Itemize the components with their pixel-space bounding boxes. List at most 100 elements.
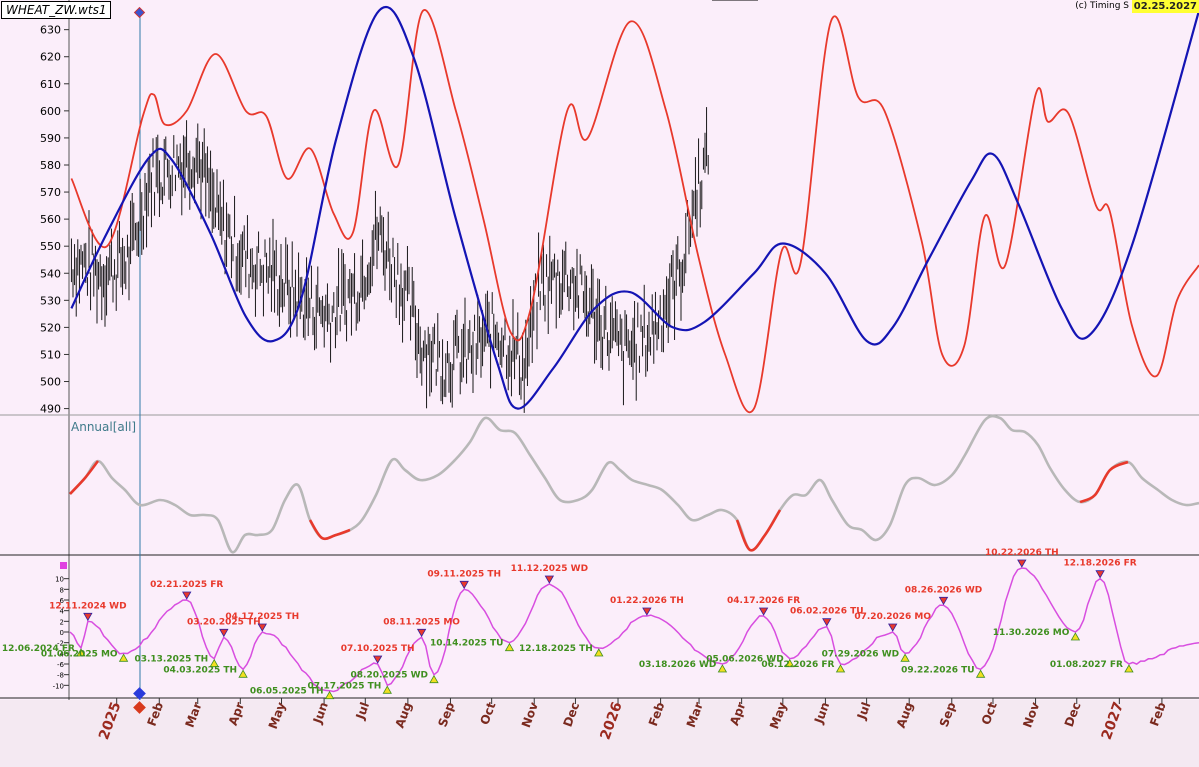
peak-marker [642,607,652,616]
osc-y-tick-label: 2 [60,618,64,626]
chart-title: WHEAT_ZW.wts1 [1,1,112,19]
annual-label: Annual[all] [71,420,136,434]
trough-marker [209,658,219,668]
y-tick-label: 520 [40,321,61,334]
y-tick-label: 600 [40,105,61,118]
trough-marker [975,669,986,678]
trough-label: 03.18.2026 WD [639,660,716,670]
y-tick-label: 620 [40,51,61,64]
peak-marker [1095,570,1105,579]
y-tick-label: 560 [40,213,61,226]
peak-label: 06.02.2026 TU [790,607,864,617]
trough-marker [324,690,335,700]
peak-marker [83,612,93,622]
peak-marker [888,623,898,632]
osc-y-tick-label: 4 [60,608,65,616]
osc-y-tick-label: 0 [60,629,64,637]
peak-marker [1017,559,1027,568]
trough-label: 05.06.2026 WD [706,655,783,665]
trough-marker [118,653,129,662]
trough-label: 06.05.2025 TH [250,687,324,697]
current-date: 02.25.2027 [1131,0,1199,13]
y-tick-label: 500 [40,376,61,389]
osc-marker-square [60,562,67,569]
copyright-text: (c) Timing S [1075,1,1129,11]
annual-highlight [69,460,100,495]
trough-marker [76,648,86,657]
peak-marker [257,623,267,632]
peak-label: 08.26.2026 WD [905,585,982,595]
trough-marker [238,669,248,678]
trough-marker [382,685,392,694]
peak-label: 01.22.2026 TH [610,596,684,606]
y-tick-label: 610 [40,78,61,91]
peak-label: 03.20.2025 TH [187,617,261,627]
trough-marker [429,674,439,684]
osc-y-tick-label: -2 [57,640,64,648]
trough-label: 09.22.2026 TU [901,665,975,675]
trough-marker [1070,632,1081,641]
last-price-label: 585.25 [713,0,748,3]
peak-label: 08.11.2025 MO [383,617,460,627]
peak-label: 04.17.2025 TH [225,612,299,622]
peak-marker [182,591,192,600]
annual-highlight [735,509,782,552]
osc-y-tick-label: 6 [60,597,65,605]
osc-y-tick-label: 10 [55,576,64,584]
cursor-top-marker [133,6,146,19]
price-bars [70,107,709,413]
peak-label: 07.20.2026 MO [854,612,931,622]
trough-label: 06.12.2026 FR [761,660,834,670]
osc-y-tick-label: -4 [57,650,65,658]
blue-cycle-line [70,5,1199,410]
y-tick-label: 590 [40,132,61,145]
y-tick-label: 570 [40,186,61,199]
red-cycle-line [70,9,1199,413]
trough-label: 11.30.2026 MO [993,628,1070,638]
trough-label: 07.29.2026 WD [822,649,899,659]
trough-label: 01.06.2025 MO [41,649,118,659]
peak-marker [416,628,427,638]
peak-marker [822,618,832,627]
peak-label: 07.10.2025 TH [341,644,415,654]
y-tick-label: 580 [40,159,61,172]
trough-marker [594,648,604,657]
trough-label: 07.17.2025 TH [308,681,382,691]
trough-marker [504,642,515,652]
peak-marker [758,607,769,616]
peak-marker [938,596,949,606]
trough-label: 10.14.2025 TU [430,639,504,649]
y-tick-label: 490 [40,403,61,416]
y-tick-label: 540 [40,267,61,280]
peak-label: 09.11.2025 TH [427,569,501,579]
trough-marker [835,664,846,673]
peak-label: 11.12.2025 WD [511,564,588,574]
trough-marker [717,664,728,673]
trough-marker [785,658,795,668]
x-month-label: Jul [854,700,873,722]
trough-label: 03.13.2025 TH [134,655,208,665]
peak-marker [459,580,469,590]
x-axis-band [0,700,1199,767]
y-tick-label: 550 [40,240,61,253]
y-tick-label: 530 [40,294,61,307]
trough-marker [1124,664,1134,673]
y-tick-label: 630 [40,24,61,37]
annual-highlight [1079,460,1129,504]
osc-y-tick-label: -10 [53,682,64,690]
oscillator-line [69,567,1199,693]
trough-label: 12.18.2025 TH [519,644,593,654]
trough-label: 12.06.2024 FR [2,644,75,654]
peak-label: 10.22.2026 TH [985,548,1059,558]
y-tick-label: 510 [40,348,61,361]
osc-y-tick-label: -8 [57,672,64,680]
trough-label: 04.03.2025 TH [163,665,237,675]
x-month-label: Jul [353,700,372,722]
peak-label: 04.17.2026 FR [727,596,800,606]
peak-label: 12.18.2026 FR [1064,559,1137,569]
peak-label: 02.21.2025 FR [150,580,223,590]
peak-label: 12.11.2024 WD [49,601,126,611]
trough-label: 08.20.2025 WD [351,671,428,681]
